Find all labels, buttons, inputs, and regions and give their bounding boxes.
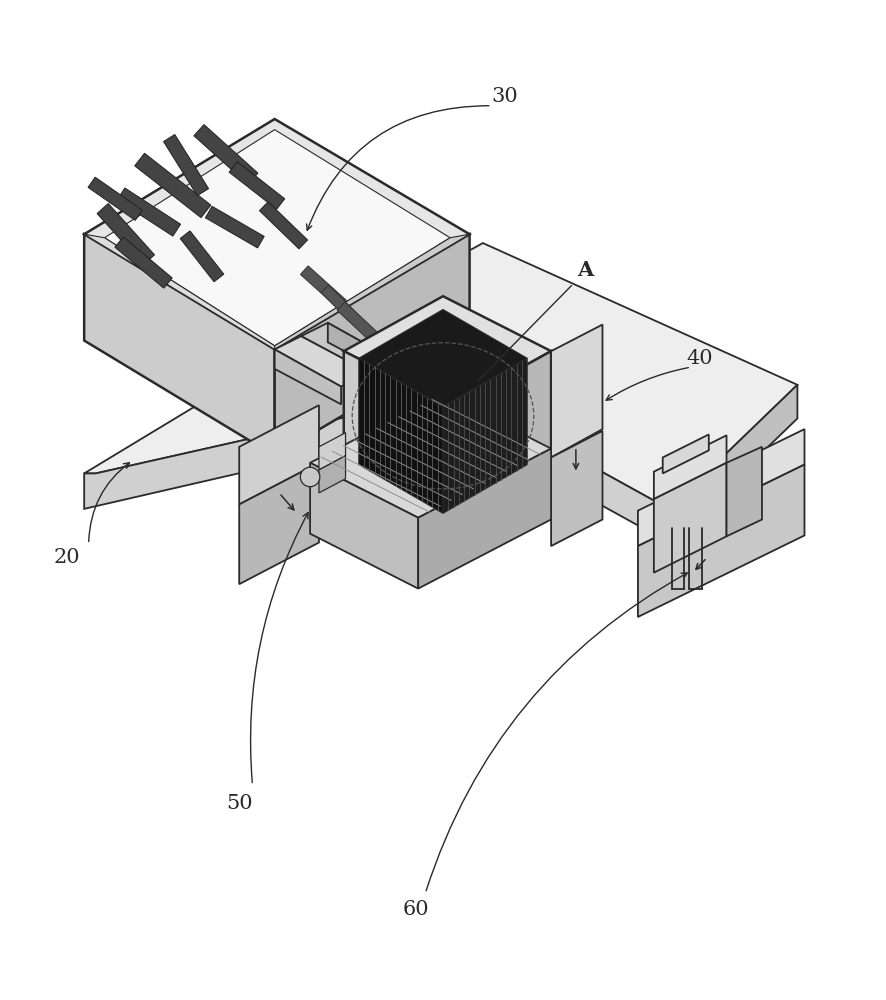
Polygon shape (84, 389, 470, 509)
Polygon shape (164, 135, 208, 196)
Polygon shape (638, 429, 804, 546)
Polygon shape (321, 285, 361, 325)
Polygon shape (84, 243, 797, 509)
Polygon shape (328, 323, 394, 378)
Text: 60: 60 (403, 900, 430, 919)
Circle shape (300, 467, 320, 487)
Polygon shape (206, 206, 264, 248)
Polygon shape (275, 336, 368, 387)
Polygon shape (105, 130, 450, 346)
Polygon shape (97, 203, 154, 265)
Polygon shape (344, 351, 452, 512)
Polygon shape (319, 433, 346, 470)
Polygon shape (359, 358, 443, 513)
Polygon shape (551, 431, 602, 546)
Polygon shape (344, 296, 551, 406)
Text: A: A (577, 260, 593, 280)
Polygon shape (229, 162, 284, 209)
Polygon shape (84, 234, 275, 456)
Polygon shape (551, 325, 602, 457)
Polygon shape (84, 119, 470, 349)
Polygon shape (275, 349, 341, 404)
Polygon shape (180, 231, 224, 282)
Polygon shape (576, 457, 669, 543)
Polygon shape (275, 234, 470, 456)
Polygon shape (239, 405, 319, 504)
Polygon shape (135, 153, 211, 218)
Polygon shape (310, 463, 418, 589)
Polygon shape (337, 302, 381, 344)
Polygon shape (300, 266, 346, 309)
Polygon shape (418, 449, 551, 589)
Polygon shape (117, 188, 181, 236)
Text: 20: 20 (53, 548, 80, 567)
Polygon shape (260, 202, 307, 249)
Polygon shape (727, 447, 762, 536)
Polygon shape (319, 456, 346, 493)
Polygon shape (638, 465, 804, 617)
Polygon shape (310, 394, 551, 518)
Polygon shape (275, 234, 470, 349)
Polygon shape (194, 125, 258, 184)
Polygon shape (301, 323, 394, 372)
Text: 40: 40 (687, 349, 713, 368)
Text: 30: 30 (492, 87, 518, 106)
Polygon shape (669, 385, 797, 543)
Polygon shape (359, 310, 527, 407)
Polygon shape (654, 463, 727, 573)
Polygon shape (663, 434, 709, 473)
Polygon shape (654, 435, 727, 499)
Polygon shape (84, 234, 275, 349)
Polygon shape (88, 177, 143, 220)
Polygon shape (239, 463, 319, 584)
Polygon shape (115, 237, 172, 288)
Polygon shape (443, 358, 527, 513)
Polygon shape (452, 351, 551, 512)
Text: 50: 50 (226, 794, 253, 813)
